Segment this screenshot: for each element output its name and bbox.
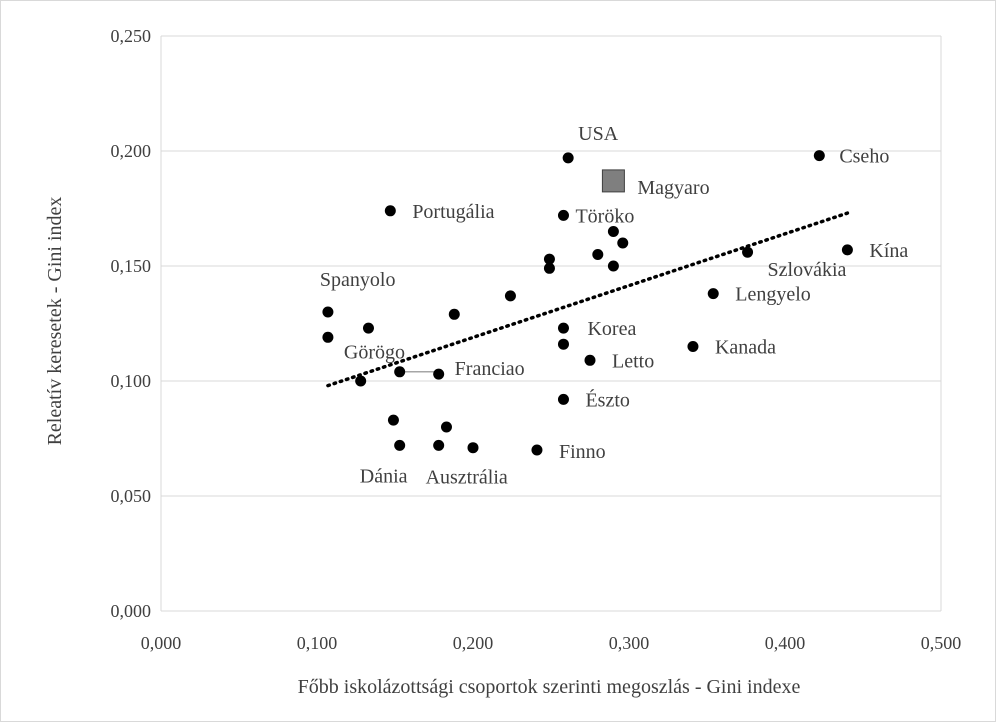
point-label: Franciao xyxy=(455,358,525,380)
data-point xyxy=(433,368,445,380)
point-label: Cseho xyxy=(839,146,889,168)
point-label: Korea xyxy=(587,318,636,340)
x-tick-label: 0,000 xyxy=(141,633,182,653)
data-point xyxy=(448,308,460,320)
data-point xyxy=(607,260,619,272)
y-tick-label: 0,050 xyxy=(111,486,152,506)
point-label: Szlovákia xyxy=(768,259,847,281)
point-label: Kína xyxy=(869,240,908,262)
data-point xyxy=(841,244,853,256)
data-point xyxy=(557,209,569,221)
highlight-marker xyxy=(601,169,625,193)
data-point xyxy=(322,306,334,318)
data-point xyxy=(543,253,555,265)
y-tick-label: 0,150 xyxy=(111,256,152,276)
y-tick-label: 0,000 xyxy=(111,601,152,621)
point-label: Magyaro xyxy=(637,177,709,199)
y-tick-label: 0,100 xyxy=(111,371,152,391)
data-point xyxy=(384,205,396,217)
data-point xyxy=(617,237,629,249)
point-label: Észto xyxy=(585,388,629,411)
trendline xyxy=(326,211,850,388)
data-point xyxy=(467,442,479,454)
point-label: Töröko xyxy=(575,205,634,227)
data-point xyxy=(387,414,399,426)
point-label: Kanada xyxy=(715,337,776,359)
data-point xyxy=(394,439,406,451)
tick-labels: 0,000 0,050 0,100 0,150 0,200 0,250 0,000 0,100… xyxy=(111,26,962,653)
x-tick-label: 0,200 xyxy=(453,633,494,653)
data-point xyxy=(557,338,569,350)
point-label: Dánia xyxy=(360,465,408,487)
data-point xyxy=(707,288,719,300)
data-point xyxy=(687,341,699,352)
data-point xyxy=(607,226,619,237)
data-point xyxy=(742,246,754,258)
point-label: Finno xyxy=(559,441,606,463)
point-label: USA xyxy=(578,123,619,145)
x-tick-label: 0,100 xyxy=(297,633,338,653)
point-label: Ausztrália xyxy=(426,466,508,488)
x-axis-title: Főbb iskolázottsági csoportok szerinti m… xyxy=(298,676,801,698)
data-point xyxy=(355,375,367,387)
data-point xyxy=(440,421,452,433)
x-tick-label: 0,300 xyxy=(609,633,650,653)
point-label: Portugália xyxy=(412,201,494,223)
data-point xyxy=(504,290,516,302)
data-point xyxy=(543,262,555,274)
point-label: Lengyelo xyxy=(735,284,811,306)
data-point xyxy=(592,249,604,260)
data-point xyxy=(394,366,406,378)
y-tick-label: 0,200 xyxy=(111,141,152,161)
data-point xyxy=(562,152,574,164)
y-tick-label: 0,250 xyxy=(111,26,152,46)
data-points xyxy=(322,150,853,456)
x-tick-label: 0,400 xyxy=(765,633,806,653)
point-labels: USA Cseho Portugália Töröko Kína Szlovákia Len… xyxy=(320,123,908,489)
gridlines xyxy=(160,35,942,612)
data-point xyxy=(557,322,569,334)
y-axis-title: Releatív keresetek - Gini index xyxy=(44,197,66,446)
point-label: Spanyolo xyxy=(320,269,396,291)
data-point xyxy=(813,150,825,162)
trendline-group xyxy=(326,211,850,388)
data-point xyxy=(322,331,334,343)
data-point xyxy=(433,439,445,451)
data-point xyxy=(584,354,596,366)
point-label: Letto xyxy=(612,350,654,372)
data-point xyxy=(531,444,543,456)
data-point xyxy=(557,393,569,405)
point-label: Görögo xyxy=(344,341,405,363)
x-tick-label: 0,500 xyxy=(921,633,962,653)
data-point xyxy=(362,322,374,334)
